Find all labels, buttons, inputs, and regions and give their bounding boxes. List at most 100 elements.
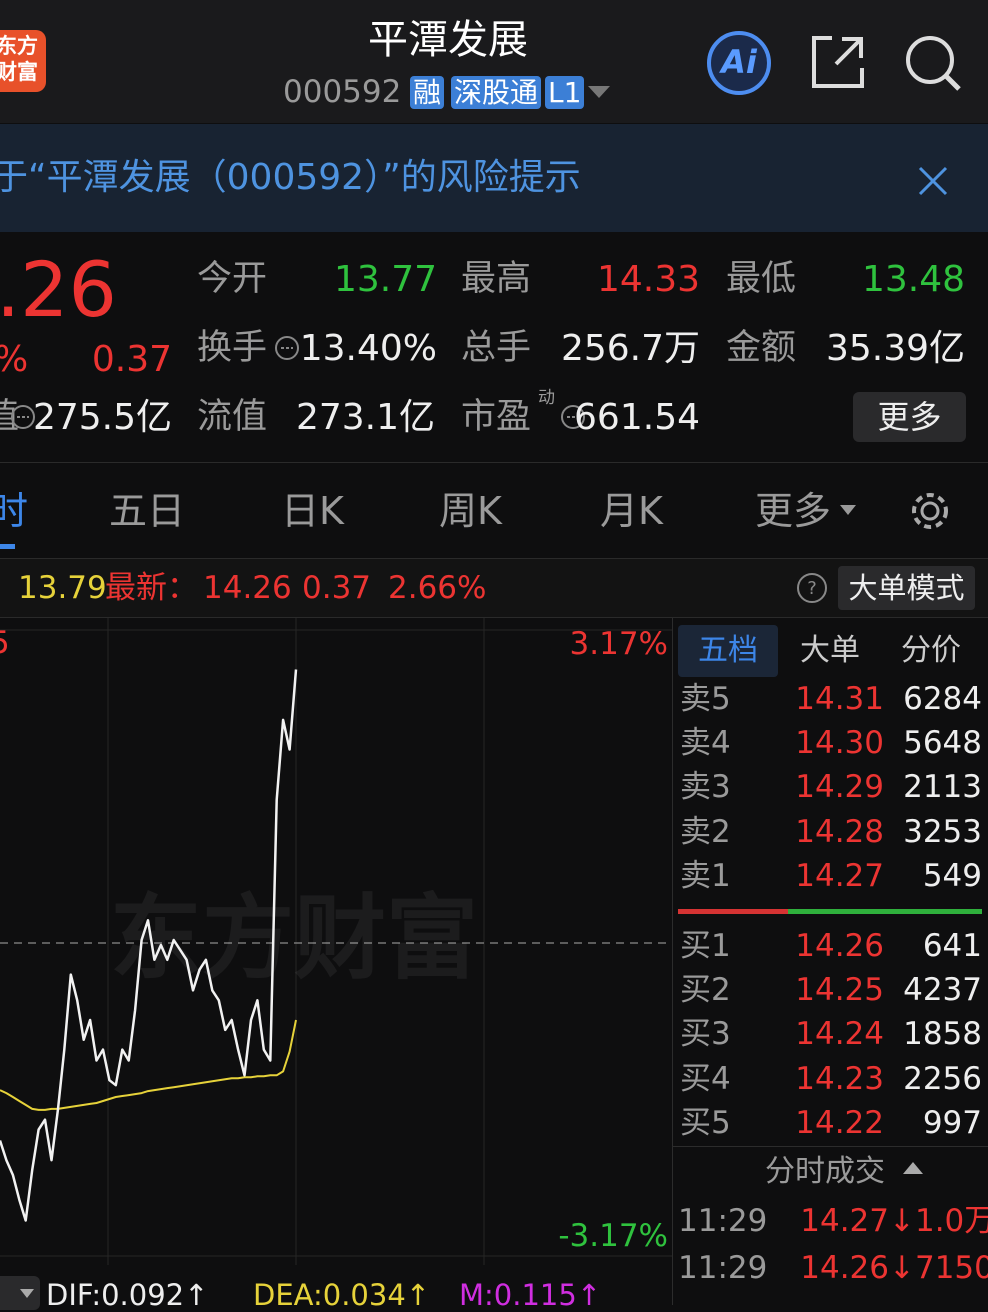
settings-button[interactable]	[906, 487, 954, 535]
logo-text: 东方	[0, 34, 38, 58]
stat-label: 金额	[726, 328, 797, 368]
dif: DIF:0.092↑	[46, 1278, 209, 1312]
stat-value: 13.48	[861, 259, 965, 300]
info-bar	[0, 558, 988, 618]
dropdown-arrow[interactable]	[588, 86, 610, 100]
book-price: 14.29	[795, 769, 884, 806]
intraday-chart: 3.17% -3.17%	[0, 618, 672, 1265]
tab-bg	[678, 625, 778, 677]
stat-label: 总手	[461, 328, 532, 368]
big-order-mode[interactable]: 大单模式	[838, 566, 975, 610]
trades-toggle[interactable]	[903, 1162, 923, 1176]
search-button[interactable]	[904, 34, 962, 92]
book-price: 14.26	[795, 928, 884, 964]
book-label: 买2	[680, 972, 731, 1009]
stat-label: 流值	[197, 397, 268, 437]
watermark: 东方财富	[110, 885, 479, 992]
help-icon[interactable]: ?	[796, 572, 828, 604]
stock-name: 平潭发展	[368, 17, 528, 63]
trade-time: 11:29	[678, 1203, 768, 1239]
book-volume: 997	[922, 1104, 982, 1141]
banner-text[interactable]: 于“平潭发展（000592）”的风险提示	[0, 157, 581, 198]
risk-banner[interactable]	[0, 124, 988, 232]
book-price: 14.27	[795, 857, 884, 894]
stat-label: 最高	[461, 259, 532, 299]
tab[interactable]: 周K	[439, 489, 502, 533]
info-icon[interactable]	[274, 335, 300, 361]
indicator-select[interactable]	[0, 1276, 40, 1310]
close-banner[interactable]	[918, 166, 948, 196]
stat-value: 273.1亿	[295, 397, 435, 438]
book-label: 卖5	[680, 681, 731, 717]
book-volume: 1858	[903, 1016, 982, 1053]
stat-label: 值	[0, 397, 20, 437]
panel-divider	[672, 618, 673, 1305]
stat-value: 256.7万	[560, 328, 700, 369]
logo-text: 财富	[0, 60, 38, 84]
info-icon[interactable]	[10, 404, 36, 430]
latest-label: 最新：	[105, 570, 198, 606]
book-price: 14.23	[795, 1060, 884, 1097]
price-line	[0, 1019, 297, 1111]
book-volume: 3253	[903, 813, 982, 850]
book-tab[interactable]: 分价	[901, 633, 961, 668]
stat-label: 市盈	[461, 397, 532, 437]
info-icon[interactable]	[560, 404, 586, 430]
book-volume: 641	[922, 928, 982, 964]
tag: 深股通	[451, 76, 542, 109]
tab[interactable]: 月K	[600, 489, 663, 533]
tag: 融	[410, 76, 445, 109]
latest-change-pct: 2.66%	[388, 570, 487, 606]
more-button[interactable]: 更多	[853, 392, 966, 442]
indicator-dropdown[interactable]	[20, 1289, 34, 1299]
price-line	[0, 669, 298, 1222]
dea: DEA:0.034↑	[253, 1278, 431, 1312]
book-label: 买5	[680, 1104, 731, 1141]
latest-price: 14.26	[203, 570, 292, 606]
stat-label: 今开	[197, 259, 268, 299]
book-volume: 2256	[903, 1060, 982, 1097]
change-pct: %	[0, 342, 28, 378]
svg-text:?: ?	[807, 578, 817, 599]
app-logo[interactable]	[0, 30, 46, 92]
chart-left-label: 5	[0, 628, 10, 659]
tag: L1	[545, 76, 585, 109]
stat-value: 13.77	[333, 259, 437, 300]
stat-value: 661.54	[574, 397, 700, 438]
book-tab[interactable]: 大单	[800, 633, 860, 668]
book-volume: 549	[922, 857, 982, 894]
stat-sup: 动	[538, 388, 555, 408]
stat-value: 275.5亿	[32, 397, 172, 438]
tab-active[interactable]: 时	[0, 489, 29, 533]
bid-bar	[788, 909, 982, 914]
stat-value: 35.39亿	[825, 328, 965, 369]
trade-price: 14.26	[800, 1250, 889, 1286]
tab-dropdown[interactable]	[840, 505, 856, 517]
book-price: 14.25	[795, 972, 884, 1009]
book-price: 14.24	[795, 1016, 884, 1053]
book-price: 14.30	[795, 725, 884, 762]
book-tab-active[interactable]: 五档	[698, 633, 758, 668]
book-volume: 6284	[903, 681, 982, 717]
trades-title[interactable]: 分时成交	[765, 1154, 885, 1189]
ask-bar	[678, 909, 788, 914]
tab[interactable]: 日K	[281, 489, 344, 533]
book-volume: 5648	[903, 725, 982, 762]
tab[interactable]: 更多	[755, 489, 832, 533]
tab[interactable]: 五日	[109, 489, 186, 533]
tab-underline	[0, 544, 15, 549]
share-button[interactable]	[810, 34, 866, 90]
stat-value: 13.40%	[299, 328, 437, 369]
book-label: 买1	[680, 928, 731, 964]
book-volume: 2113	[903, 769, 982, 806]
y-tick-label: 3.17%	[570, 626, 668, 662]
trade-price: 14.27	[800, 1203, 889, 1239]
ai-button[interactable]	[706, 30, 772, 96]
macd-m: M:0.115↑	[459, 1278, 602, 1312]
book-label: 买3	[680, 1016, 731, 1053]
trade-time: 11:29	[678, 1250, 768, 1286]
book-label: 买4	[680, 1060, 731, 1097]
stock-code: 000592	[283, 74, 402, 110]
book-price: 14.22	[795, 1104, 884, 1141]
